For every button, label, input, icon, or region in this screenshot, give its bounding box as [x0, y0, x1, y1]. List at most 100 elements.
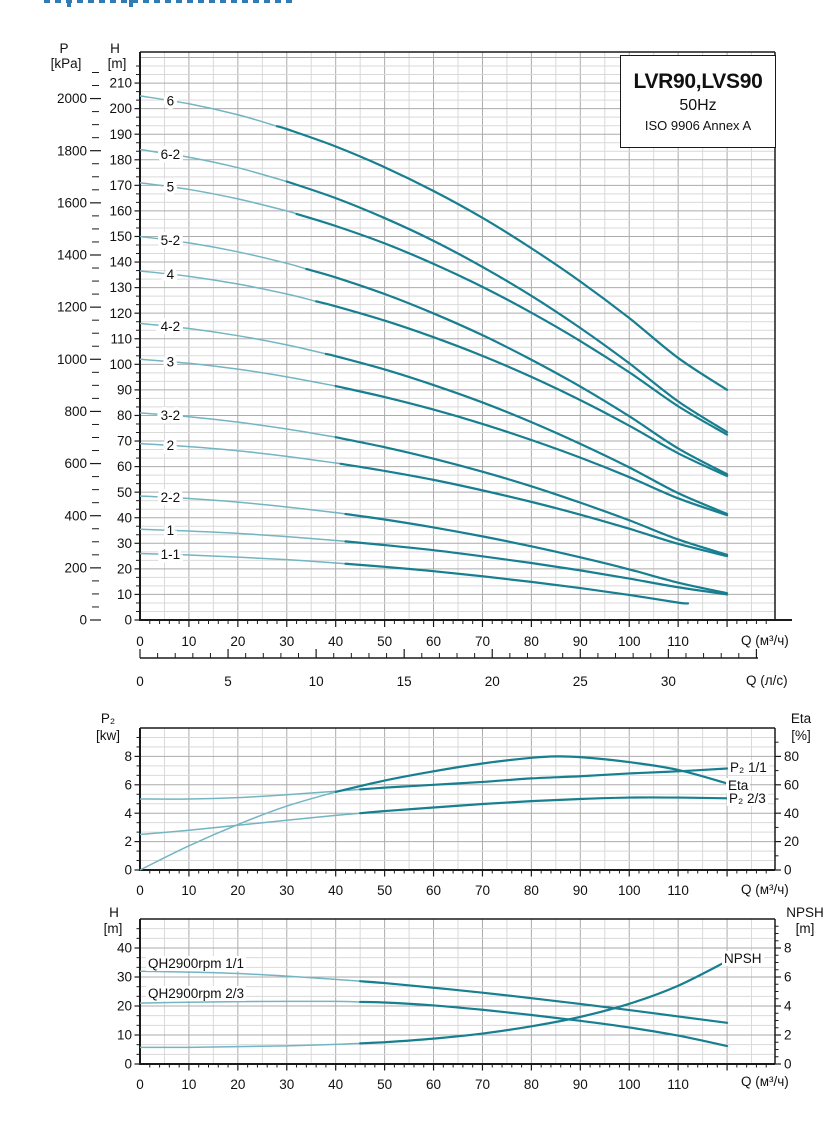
curve-5-2-light	[139, 235, 307, 270]
svg-text:30: 30	[279, 883, 294, 898]
svg-text:20: 20	[117, 999, 132, 1014]
curve-6-light	[139, 95, 278, 127]
svg-text:20: 20	[230, 634, 245, 649]
clipped-heading-descender	[129, 0, 133, 7]
p2-left-ticks: 0 2 4 6 8	[124, 736, 140, 878]
eta-right-ticks: 0 20 40 60 80	[775, 741, 799, 878]
p2-axis-unit: [kw]	[95, 728, 120, 743]
svg-text:4: 4	[784, 999, 792, 1014]
svg-text:110: 110	[667, 634, 689, 649]
curve-P₂ 1/1-dark	[359, 767, 729, 791]
svg-text:30: 30	[117, 970, 132, 985]
h-axis-title: H	[110, 41, 120, 56]
svg-text:100: 100	[618, 883, 641, 898]
curve-QH2900rpm 2/3-light	[139, 1000, 361, 1004]
svg-text:10: 10	[117, 1028, 132, 1043]
svg-text:15: 15	[397, 674, 412, 689]
svg-text:60: 60	[784, 777, 799, 792]
svg-text:70: 70	[117, 434, 132, 449]
npsh-x-axis-unit: Q (м³/ч)	[741, 1074, 789, 1089]
svg-text:100: 100	[109, 357, 132, 372]
svg-text:20: 20	[117, 561, 132, 576]
curve-label-1: 1	[167, 523, 175, 538]
eta-axis-unit: [%]	[791, 728, 811, 743]
curve-NPSH-dark	[359, 959, 729, 1045]
curve-2-dark	[339, 462, 729, 558]
svg-text:10: 10	[117, 587, 132, 602]
curve-2-2-light	[139, 495, 346, 515]
curve-label-5-2: 5-2	[161, 233, 181, 248]
svg-text:30: 30	[279, 634, 294, 649]
curve-label-eta: Eta	[726, 778, 751, 793]
svg-text:60: 60	[117, 459, 132, 474]
p2-axis-title: P₂	[100, 711, 116, 726]
curve-3-light	[139, 358, 336, 387]
curve-1-1-light	[139, 552, 346, 565]
curve-6-2-light	[139, 148, 287, 183]
title-box: LVR90,LVS90 50Hz ISO 9906 Annex A	[620, 55, 776, 148]
svg-text:4: 4	[124, 806, 132, 821]
curve-QH2900rpm 1/1-dark	[359, 980, 729, 1024]
curve-3-2-light	[139, 412, 336, 438]
svg-text:2000: 2000	[57, 91, 87, 106]
svg-text:0: 0	[124, 613, 132, 628]
svg-text:30: 30	[661, 674, 676, 689]
curve-4-2-dark	[324, 352, 729, 515]
curve-5-2-dark	[305, 267, 729, 476]
curve-label-3-2: 3-2	[161, 408, 181, 423]
svg-text:2: 2	[784, 1028, 792, 1043]
svg-text:110: 110	[667, 1077, 689, 1092]
pump-model: LVR90,LVS90	[633, 70, 763, 93]
svg-text:40: 40	[117, 941, 132, 956]
svg-text:70: 70	[475, 883, 490, 898]
main-qh-chart: 0102030405060708090100110120130140150160…	[57, 51, 792, 689]
curve-2-light	[139, 442, 342, 465]
svg-text:6: 6	[124, 777, 132, 792]
curve-3-dark	[334, 384, 729, 517]
p2-x-ticks: 0 10 20 30 40 50 60 70 80 90 100 110	[136, 870, 767, 898]
curve-5-light	[139, 182, 297, 215]
pump-frequency: 50Hz	[679, 97, 717, 114]
svg-text:60: 60	[426, 883, 441, 898]
svg-text:0: 0	[136, 674, 144, 689]
svg-text:40: 40	[328, 1077, 343, 1092]
curve-QH2900rpm 1/1-light	[139, 970, 361, 982]
svg-text:0: 0	[784, 863, 792, 878]
svg-text:0: 0	[136, 883, 144, 898]
svg-text:180: 180	[109, 152, 132, 167]
curve-P₂ 2/3-light	[139, 812, 361, 836]
curve-label-qh2900-1-1: QH2900rpm 1/1	[146, 956, 247, 971]
svg-text:0: 0	[124, 1057, 132, 1072]
svg-text:800: 800	[64, 404, 87, 419]
svg-text:1800: 1800	[57, 143, 87, 158]
curve-label-p2-2-3: P₂ 2/3	[727, 791, 768, 806]
curve-label-3: 3	[167, 354, 175, 369]
svg-text:80: 80	[117, 408, 132, 423]
curve-6-2-dark	[285, 180, 729, 434]
qh2900rpm-npsh-curves	[139, 959, 729, 1049]
svg-text:1400: 1400	[57, 248, 87, 263]
curve-label-4: 4	[167, 267, 175, 282]
curve-label-qh2900-2-3: QH2900rpm 2/3	[146, 986, 247, 1001]
curve-label-6-2: 6-2	[161, 147, 181, 162]
svg-text:90: 90	[117, 382, 132, 397]
svg-text:210: 210	[109, 76, 132, 91]
svg-text:100: 100	[618, 634, 641, 649]
svg-text:40: 40	[784, 806, 799, 821]
svg-text:70: 70	[475, 634, 490, 649]
curve-6-dark	[275, 125, 729, 391]
curve-1-light	[139, 528, 346, 543]
p2-eta-curves	[139, 755, 729, 871]
qh-performance-curves	[139, 95, 729, 605]
svg-text:80: 80	[524, 634, 539, 649]
npsh-x-ticks: 0 10 20 30 40 50 60 70 80 90 100 110	[136, 1064, 767, 1092]
svg-text:90: 90	[573, 634, 588, 649]
svg-text:10: 10	[181, 634, 196, 649]
svg-text:5: 5	[224, 674, 232, 689]
svg-text:20: 20	[230, 883, 245, 898]
svg-text:200: 200	[109, 101, 132, 116]
curve-1-dark	[344, 540, 729, 596]
eta-axis-title: Eta	[790, 711, 812, 726]
